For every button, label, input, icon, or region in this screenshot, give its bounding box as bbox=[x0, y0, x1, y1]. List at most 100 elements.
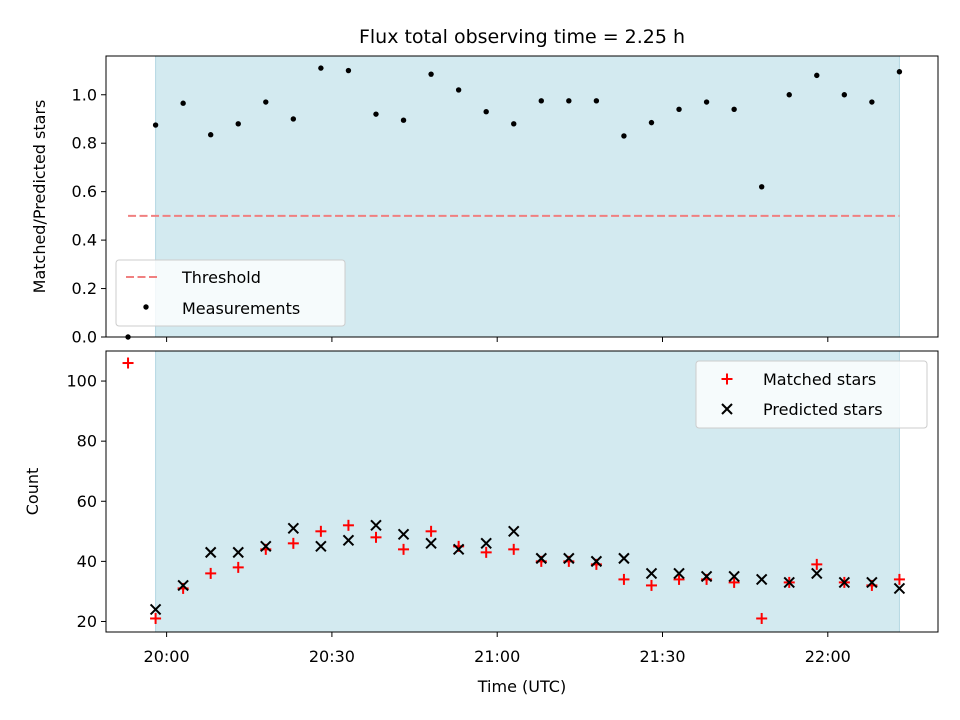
legend-threshold-label: Threshold bbox=[181, 268, 261, 287]
chart-title: Flux total observing time = 2.25 h bbox=[359, 26, 685, 48]
legend-predicted-swatch bbox=[721, 403, 733, 415]
matched-star-point bbox=[508, 543, 520, 555]
predicted-star-point bbox=[728, 570, 740, 583]
matched-star-point bbox=[398, 543, 410, 555]
predicted-star-point bbox=[673, 567, 685, 580]
y-tick-label: 0.8 bbox=[72, 134, 97, 153]
predicted-star-point bbox=[260, 540, 272, 553]
predicted-star-point bbox=[315, 540, 327, 553]
measurement-point bbox=[235, 121, 241, 127]
top-y-axis-label: Matched/Predicted stars bbox=[30, 100, 49, 294]
predicted-star-point bbox=[204, 546, 217, 559]
legend-plus-marker bbox=[721, 373, 733, 385]
predicted-star-point bbox=[563, 552, 575, 565]
measurement-point bbox=[373, 111, 379, 117]
predicted-star-point bbox=[893, 582, 906, 595]
measurement-point bbox=[896, 69, 903, 75]
x-tick-label: 20:00 bbox=[144, 647, 190, 666]
bottom-plot-frame bbox=[105, 350, 939, 633]
legend-measurements-swatch bbox=[143, 304, 149, 310]
matched-star-point bbox=[315, 525, 327, 537]
measurement-point bbox=[566, 98, 572, 104]
measurement-point bbox=[621, 133, 627, 139]
predicted-star-point bbox=[508, 525, 520, 538]
measurement-point bbox=[869, 99, 875, 105]
top-x-ticks bbox=[166, 337, 829, 342]
predicted-star-point bbox=[425, 537, 437, 550]
bottom-x-axis: 20:00 20:30 21:00 21:30 22:00 bbox=[144, 632, 851, 666]
matched-star-point bbox=[756, 612, 768, 624]
matched-star-point bbox=[122, 357, 134, 369]
x-tick-label: 20:30 bbox=[309, 647, 355, 666]
matched-star-point bbox=[370, 531, 382, 543]
y-tick-label: 60 bbox=[77, 492, 97, 511]
x-tick-label: 21:30 bbox=[639, 647, 685, 666]
measurement-point bbox=[318, 65, 324, 71]
measurement-point bbox=[676, 106, 682, 112]
measurement-point bbox=[207, 132, 214, 138]
predicted-star-point bbox=[618, 552, 630, 565]
matched-star-point bbox=[480, 546, 492, 558]
matched-star-point bbox=[287, 537, 299, 549]
matched-star-point bbox=[645, 579, 657, 591]
predicted-star-point bbox=[480, 537, 492, 550]
measurement-point bbox=[703, 99, 710, 105]
measurement-point bbox=[345, 67, 352, 74]
matched-star-point bbox=[728, 576, 740, 588]
y-tick-label: 0.0 bbox=[72, 328, 97, 347]
measurement-point bbox=[455, 87, 462, 93]
measurement-point bbox=[483, 109, 489, 115]
top-plot-frame bbox=[105, 55, 939, 338]
x-tick-label: 22:00 bbox=[805, 647, 851, 666]
top-panel: 0.0 0.2 0.4 0.6 0.8 1.0 Matched/Predicted sta… bbox=[30, 55, 939, 347]
measurement-point bbox=[400, 117, 407, 123]
y-tick-label: 20 bbox=[77, 612, 97, 631]
measurement-point bbox=[814, 72, 820, 79]
predicted-star-point bbox=[149, 603, 162, 616]
predicted-star-point bbox=[177, 579, 189, 592]
matched-star-point bbox=[893, 573, 905, 585]
bottom-legend-box bbox=[695, 360, 928, 429]
predicted-star-point bbox=[866, 576, 878, 589]
bottom-panel: 20 40 60 80 100 20:00 20:30 21:00 21:30 22:00 Co… bbox=[23, 350, 939, 696]
measurement-point bbox=[593, 98, 600, 104]
legend-measurements-label: Measurements bbox=[182, 299, 300, 318]
predicted-star-point bbox=[287, 522, 300, 535]
legend-matched-swatch bbox=[721, 373, 733, 385]
matched-star-point bbox=[342, 519, 354, 531]
predicted-star-point bbox=[700, 570, 713, 583]
measurement-point bbox=[180, 100, 186, 106]
measurement-point bbox=[648, 119, 655, 126]
count-points bbox=[122, 357, 906, 624]
predicted-star-point bbox=[645, 567, 658, 580]
measurement-point bbox=[511, 121, 517, 127]
measurement-point bbox=[428, 71, 434, 77]
y-tick-label: 0.2 bbox=[72, 279, 97, 298]
top-y-axis: 0.0 0.2 0.4 0.6 0.8 1.0 bbox=[72, 85, 106, 347]
bottom-y-axis-label: Count bbox=[23, 468, 42, 516]
top-legend-box bbox=[115, 259, 346, 327]
measurement-point bbox=[538, 98, 544, 104]
y-tick-label: 40 bbox=[77, 552, 97, 571]
measurement-point bbox=[786, 92, 792, 98]
predicted-star-point bbox=[783, 576, 795, 589]
predicted-star-point bbox=[452, 543, 465, 556]
y-tick-label: 100 bbox=[66, 372, 97, 391]
matched-star-point bbox=[425, 525, 437, 537]
top-legend: Threshold Measurements bbox=[115, 259, 346, 327]
matched-star-point bbox=[232, 561, 244, 573]
predicted-star-point bbox=[838, 576, 851, 589]
predicted-star-point bbox=[535, 552, 547, 565]
y-tick-label: 0.6 bbox=[72, 182, 97, 201]
predicted-star-point bbox=[590, 555, 603, 568]
predicted-star-point bbox=[397, 528, 410, 541]
matched-star-point bbox=[811, 558, 823, 570]
bottom-y-axis: 20 40 60 80 100 bbox=[66, 372, 106, 631]
legend-matched-label: Matched stars bbox=[763, 370, 876, 389]
matched-star-point bbox=[673, 573, 685, 585]
predicted-star-point bbox=[811, 567, 823, 580]
matched-star-point bbox=[618, 573, 630, 585]
measurement-point bbox=[841, 92, 848, 98]
measurement-point bbox=[758, 184, 765, 190]
